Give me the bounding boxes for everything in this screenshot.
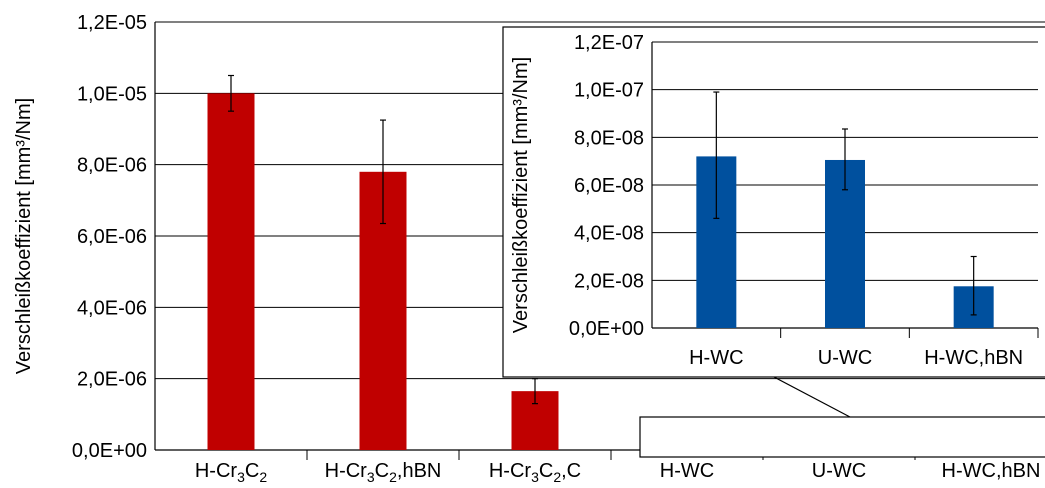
main-y-tick-label: 1,0E-05 bbox=[77, 83, 147, 105]
zoom-connector bbox=[773, 376, 851, 418]
inset-y-tick-label: 1,2E-07 bbox=[574, 32, 644, 54]
main-x-tick-label: H-Cr3C2,C bbox=[489, 460, 581, 483]
main-x-tick-label: H-Cr3C2 bbox=[195, 460, 267, 483]
inset-y-tick-label: 4,0E-08 bbox=[574, 223, 644, 245]
inset-y-tick-label: 6,0E-08 bbox=[574, 175, 644, 197]
inset-y-tick-label: 8,0E-08 bbox=[574, 127, 644, 149]
inset-x-tick-label: H-WC bbox=[689, 347, 743, 369]
main-x-tick-label: U-WC bbox=[812, 460, 866, 482]
inset-y-tick-label: 0,0E+00 bbox=[569, 318, 644, 340]
inset-x-tick-label: H-WC,hBN bbox=[924, 347, 1023, 369]
inset-x-tick-label: U-WC bbox=[818, 347, 872, 369]
main-y-tick-label: 0,0E+00 bbox=[72, 440, 147, 462]
main-y-axis-title: Verschleißkoeffizient [mm³/Nm] bbox=[13, 98, 35, 374]
main-y-tick-label: 8,0E-06 bbox=[77, 155, 147, 177]
inset-y-axis-title: Verschleißkoeffizient [mm³/Nm] bbox=[510, 57, 532, 333]
zoom-box bbox=[639, 416, 1045, 458]
main-x-tick-label: H-WC bbox=[660, 460, 714, 482]
inset-y-tick-label: 1,0E-07 bbox=[574, 80, 644, 102]
inset-y-tick-label: 2,0E-08 bbox=[574, 270, 644, 292]
main-y-tick-label: 1,2E-05 bbox=[77, 12, 147, 34]
main-y-tick-label: 6,0E-06 bbox=[77, 226, 147, 248]
inset-chart: 0,0E+00 2,0E-08 4,0E-08 6,0E-08 8,0E-08 1,0E-… bbox=[502, 26, 1045, 378]
main-bar bbox=[207, 93, 255, 450]
main-x-tick-label: H-Cr3C2,hBN bbox=[325, 460, 442, 483]
main-y-tick-label: 2,0E-06 bbox=[77, 369, 147, 391]
main-x-tick-label: H-WC,hBN bbox=[942, 460, 1041, 482]
main-y-tick-label: 4,0E-06 bbox=[77, 297, 147, 319]
